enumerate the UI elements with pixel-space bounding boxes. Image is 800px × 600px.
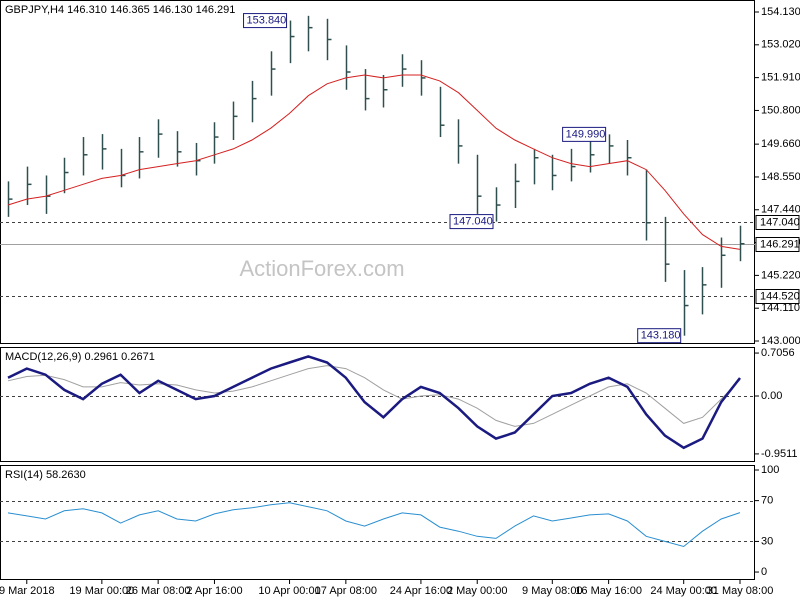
series-line [7,502,741,548]
annotation-box [449,214,494,230]
level-label: 147.040 [760,216,800,228]
panel [0,465,755,580]
x-tick-label: 26 Mar 08:00 [126,585,191,597]
annotation-label: 147.040 [453,215,493,227]
annotation-label: 149.990 [566,128,606,140]
level-label-box [755,215,800,230]
x-tick-label: 2 May 00:00 [447,585,508,597]
level-label: 144.520 [760,290,800,302]
panel-title: RSI(14) 58.2630 [5,469,86,481]
y-tick-label: 70 [761,495,773,507]
annotation-box [562,126,607,142]
y-tick-label: 154.130 [761,6,800,18]
x-tick-label: 9 Mar 2018 [0,585,55,597]
level-label-box [755,289,800,304]
y-tick-label: 144.110 [761,302,800,314]
panel-title: GBPJPY,H4 146.310 146.365 146.130 146.29… [5,4,235,16]
annotation-label: 143.180 [641,330,681,342]
y-tick-label: 100 [761,464,779,476]
y-tick-label: 143.000 [761,335,800,347]
x-tick-label: 24 Apr 16:00 [390,585,452,597]
x-tick-label: 16 May 16:00 [575,585,642,597]
annotation-box [637,328,682,344]
x-tick-label: 10 Apr 00:00 [258,585,320,597]
watermark: ActionForex.com [239,256,404,281]
y-tick-label: 0 [761,566,767,578]
y-tick-label: 0.00 [761,390,782,402]
x-tick-label: 17 Apr 08:00 [315,585,377,597]
annotation-box [243,13,288,29]
y-tick-label: 148.550 [761,171,800,183]
y-tick-label: 150.800 [761,104,800,116]
y-tick-label: 0.7056 [761,347,795,359]
panel [0,0,755,344]
series-line [7,355,741,450]
y-tick-label: 30 [761,535,773,547]
y-tick-label: 145.220 [761,269,800,281]
y-tick-label: 151.910 [761,72,800,84]
y-tick-label: 149.660 [761,138,800,150]
x-tick-label: 2 Apr 16:00 [186,585,242,597]
panel [0,347,755,462]
x-tick-label: 31 May 08:00 [707,585,774,597]
level-label: 146.291 [760,238,800,250]
level-label-box [755,237,800,252]
panel-title: MACD(12,26,9) 0.2961 0.2671 [5,351,155,363]
y-tick-label: 153.020 [761,39,800,51]
x-tick-label: 9 May 08:00 [522,585,583,597]
series-line [7,74,741,250]
x-tick-label: 19 Mar 00:00 [69,585,134,597]
annotation-label: 153.840 [247,14,287,26]
x-tick-label: 24 May 00:00 [650,585,717,597]
y-tick-label: -0.9511 [761,448,798,460]
y-tick-label: 147.440 [761,204,800,216]
